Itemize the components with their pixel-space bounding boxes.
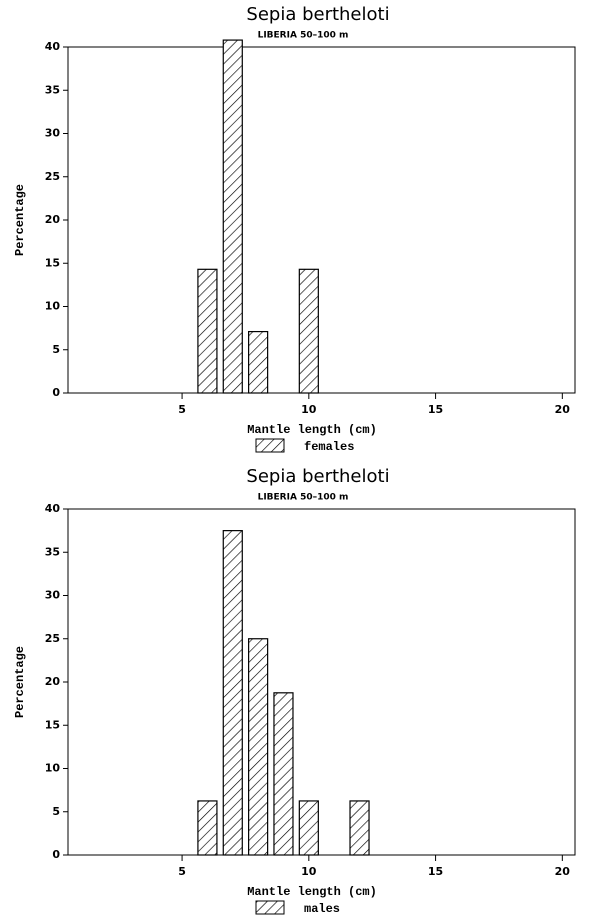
y-tick-label: 35 xyxy=(45,83,60,96)
legend-label: males xyxy=(304,902,340,916)
y-tick-label: 30 xyxy=(45,589,61,602)
x-tick-label: 15 xyxy=(428,865,443,878)
y-tick-label: 40 xyxy=(45,40,61,53)
x-tick-label: 10 xyxy=(301,865,317,878)
bar xyxy=(197,800,218,856)
x-tick-label: 5 xyxy=(178,403,186,416)
x-axis-label: Mantle length (cm) xyxy=(247,423,377,437)
x-tick-label: 20 xyxy=(555,865,571,878)
bar xyxy=(248,330,269,394)
bar xyxy=(222,39,243,394)
x-tick-label: 20 xyxy=(555,403,571,416)
bar xyxy=(349,800,370,856)
bar xyxy=(197,268,218,394)
chart-subtitle: LIBERIA 50–100 m xyxy=(258,493,349,503)
x-axis-label: Mantle length (cm) xyxy=(247,885,377,899)
y-tick-label: 40 xyxy=(45,502,61,515)
chart-subtitle: LIBERIA 50–100 m xyxy=(258,31,349,41)
plot-frame xyxy=(67,46,576,394)
bar xyxy=(273,692,294,856)
y-tick-label: 5 xyxy=(52,343,60,356)
x-tick-label: 5 xyxy=(178,865,186,878)
y-tick-label: 10 xyxy=(45,762,61,775)
bar xyxy=(248,638,269,856)
chart: Sepia bertheloti LIBERIA 50–100 m 0 5 10 15 20… xyxy=(13,4,576,454)
y-tick-label: 35 xyxy=(45,545,60,558)
chart-title: Sepia bertheloti xyxy=(246,4,389,25)
y-tick-label: 25 xyxy=(45,170,60,183)
y-tick-label: 15 xyxy=(45,256,60,269)
y-tick-label: 10 xyxy=(45,300,61,313)
chart: Sepia bertheloti LIBERIA 50–100 m 0 5 10 15 20… xyxy=(13,466,576,916)
y-axis-label: Percentage xyxy=(13,184,27,256)
y-tick-label: 25 xyxy=(45,632,60,645)
y-tick-label: 20 xyxy=(45,675,61,688)
x-tick-label: 15 xyxy=(428,403,443,416)
legend-label: females xyxy=(304,440,354,454)
chart-title: Sepia bertheloti xyxy=(246,466,389,487)
bar xyxy=(298,268,319,394)
y-tick-label: 0 xyxy=(52,386,60,399)
legend-swatch xyxy=(255,900,285,915)
y-tick-label: 0 xyxy=(52,848,60,861)
legend-swatch xyxy=(255,438,285,453)
y-tick-label: 15 xyxy=(45,718,60,731)
x-tick-label: 10 xyxy=(301,403,317,416)
y-tick-label: 5 xyxy=(52,805,60,818)
bar xyxy=(222,530,243,856)
y-tick-label: 30 xyxy=(45,127,61,140)
plot-frame xyxy=(67,508,576,856)
bar xyxy=(298,800,319,856)
y-axis-label: Percentage xyxy=(13,646,27,718)
y-tick-label: 20 xyxy=(45,213,61,226)
